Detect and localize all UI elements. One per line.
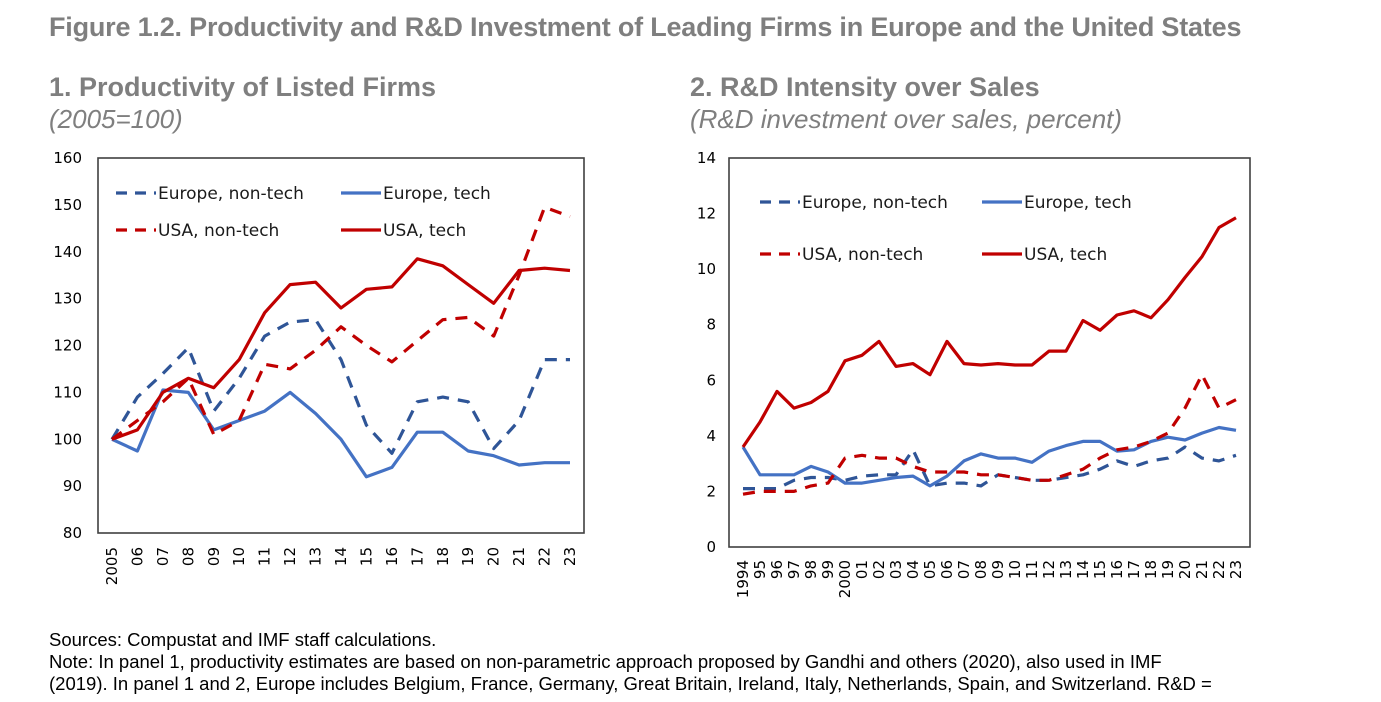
- y-tick-label: 130: [53, 290, 82, 308]
- x-tick-label: 17: [1125, 560, 1143, 579]
- x-tick-label: 08: [972, 560, 990, 579]
- x-tick-label: 2000: [836, 560, 854, 598]
- x-tick-label: 97: [785, 560, 803, 579]
- figure-title: Figure 1.2. Productivity and R&D Investm…: [49, 12, 1242, 42]
- x-tick-label: 13: [307, 547, 325, 566]
- productivity-chart: 80 90 100 110 120 130 140 150 160 2005 06 07 08 09 10 1…: [53, 149, 585, 585]
- x-tick-label: 14: [1074, 560, 1092, 579]
- x-tick-label: 19: [1159, 560, 1177, 579]
- x-tick-label: 2005: [103, 547, 121, 585]
- y-tick-label: 8: [706, 316, 716, 334]
- series-line-europe-non-tech: [743, 445, 1237, 491]
- y-tick-label: 10: [697, 260, 716, 278]
- legend-label: USA, tech: [1024, 245, 1107, 265]
- x-tick-label: 21: [1193, 560, 1211, 579]
- x-tick-label: 07: [955, 560, 973, 579]
- x-tick-label: 15: [1091, 560, 1109, 579]
- panel-1-subtitle: (2005=100): [49, 104, 183, 134]
- x-tick-label: 10: [1006, 560, 1024, 579]
- series-line-europe-tech: [111, 388, 570, 479]
- y-tick-label: 12: [697, 205, 716, 223]
- x-tick-label: 20: [1176, 560, 1194, 579]
- x-tick-label: 05: [921, 560, 939, 579]
- legend-label: Europe, non-tech: [158, 184, 304, 204]
- x-tick-label: 13: [1057, 560, 1075, 579]
- note-line-1: Note: In panel 1, productivity estimates…: [49, 651, 1162, 672]
- plot-frame: [728, 157, 1251, 548]
- y-tick-label: 120: [53, 337, 82, 355]
- x-tick-label: 22: [1210, 560, 1228, 579]
- y-tick-label: 160: [53, 149, 82, 167]
- x-tick-label: 15: [357, 547, 375, 566]
- note-line-2: (2019). In panel 1 and 2, Europe include…: [49, 673, 1212, 694]
- x-tick-label: 11: [256, 547, 274, 566]
- x-tick-label: 04: [904, 560, 922, 579]
- x-tick-label: 14: [332, 547, 350, 566]
- x-tick-label: 10: [230, 547, 248, 566]
- x-tick-label: 16: [1108, 560, 1126, 579]
- legend: Europe, non-tech Europe, tech USA, non-tec…: [116, 184, 491, 241]
- x-tick-label: 12: [281, 547, 299, 566]
- x-tick-label: 08: [179, 547, 197, 566]
- y-tick-label: 150: [53, 196, 82, 214]
- x-tick-label: 02: [870, 560, 888, 579]
- x-tick-label: 16: [383, 547, 401, 566]
- y-tick-label: 14: [697, 149, 716, 167]
- x-tick-label: 01: [853, 560, 871, 579]
- panel-1-title: 1. Productivity of Listed Firms: [49, 72, 437, 102]
- sources-note: Sources: Compustat and IMF staff calcula…: [49, 629, 437, 650]
- series-line-usa-tech: [111, 257, 571, 441]
- y-tick-label: 4: [706, 427, 716, 445]
- legend-label: USA, non-tech: [802, 245, 923, 265]
- legend-label: Europe, non-tech: [802, 193, 948, 213]
- y-tick-label: 100: [53, 430, 82, 448]
- x-tick-label: 99: [819, 560, 837, 579]
- x-tick-label: 18: [434, 547, 452, 566]
- legend-label: Europe, tech: [383, 184, 491, 204]
- series-line-europe-non-tech: [110, 318, 570, 455]
- x-tick-label: 20: [485, 547, 503, 566]
- series-line-europe-tech: [741, 425, 1237, 488]
- series-line-usa-non-tech: [111, 205, 571, 441]
- y-tick-label: 6: [706, 371, 716, 389]
- x-tick-label: 23: [561, 547, 579, 566]
- figure-notes: Sources: Compustat and IMF staff calcula…: [49, 629, 1369, 695]
- x-tick-label: 03: [887, 560, 905, 579]
- x-tick-label: 95: [751, 560, 769, 579]
- x-tick-label: 06: [938, 560, 956, 579]
- x-tick-label: 09: [205, 547, 223, 566]
- x-tick-label: 21: [510, 547, 528, 566]
- x-tick-label: 06: [128, 547, 146, 566]
- y-tick-label: 110: [53, 383, 82, 401]
- legend-label: USA, non-tech: [158, 221, 279, 241]
- x-tick-label: 11: [1023, 560, 1041, 579]
- x-tick-label: 12: [1040, 560, 1058, 579]
- y-tick-label: 0: [706, 538, 716, 556]
- x-tick-label: 1994: [734, 560, 752, 598]
- series-line-usa-tech: [741, 216, 1237, 448]
- panel-2-title: 2. R&D Intensity over Sales: [690, 72, 1040, 102]
- y-tick-label: 80: [63, 524, 82, 542]
- x-tick-label: 07: [154, 547, 172, 566]
- x-tick-label: 09: [989, 560, 1007, 579]
- legend-label: Europe, tech: [1024, 193, 1132, 213]
- x-tick-label: 19: [459, 547, 477, 566]
- legend: Europe, non-tech Europe, tech USA, non-tec…: [760, 193, 1132, 265]
- x-tick-label: 23: [1227, 560, 1245, 579]
- panel-2-subtitle: (R&D investment over sales, percent): [690, 104, 1123, 134]
- legend-label: USA, tech: [383, 221, 466, 241]
- y-tick-label: 90: [63, 477, 82, 495]
- plot-frame: [97, 157, 585, 534]
- y-tick-label: 2: [706, 482, 716, 500]
- x-tick-label: 96: [768, 560, 786, 579]
- series-line-usa-non-tech: [742, 373, 1237, 496]
- x-tick-label: 22: [536, 547, 554, 566]
- y-tick-label: 140: [53, 243, 82, 261]
- x-tick-label: 98: [802, 560, 820, 579]
- x-tick-label: 18: [1142, 560, 1160, 579]
- x-tick-label: 17: [408, 547, 426, 566]
